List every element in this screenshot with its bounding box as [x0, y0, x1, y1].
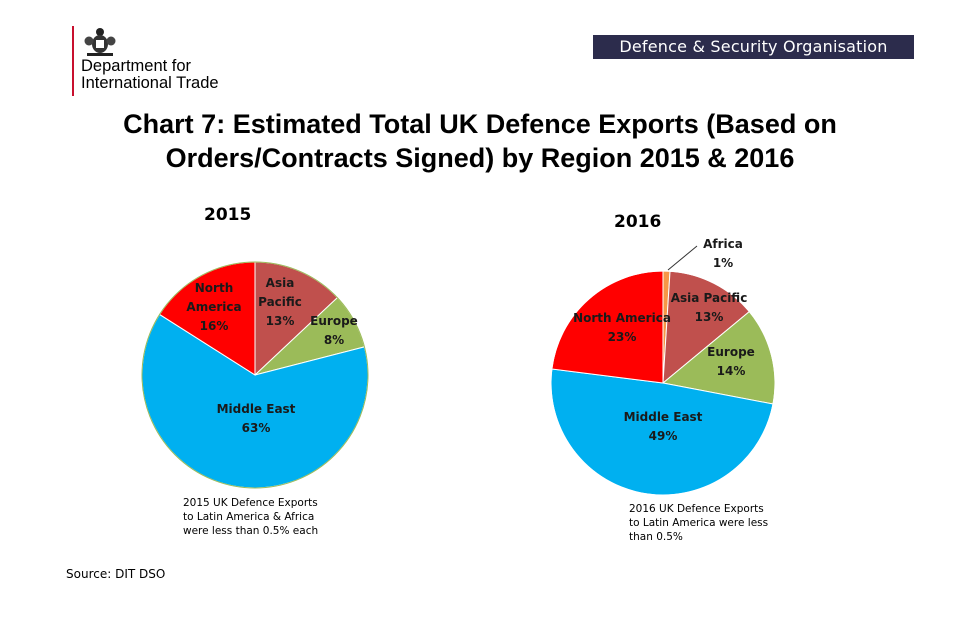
organisation-badge: Defence & Security Organisation [593, 35, 914, 59]
label-line-europe-2015-0: Europe [310, 314, 358, 328]
label-asia-pacific-2016: Asia Pacific 13% [671, 291, 748, 324]
label-line-middle-east-2016-0: Middle East [624, 410, 703, 424]
label-line-asia-pacific-2015-2: 13% [266, 314, 295, 328]
pie-outline-2016 [550, 270, 776, 496]
label-middle-east-2016: Middle East 49% [624, 410, 703, 443]
label-line-asia-pacific-2015-0: Asia [266, 276, 295, 290]
note-2016-line1: 2016 UK Defence Exports [629, 503, 764, 515]
note-2015-line3: were less than 0.5% each [183, 525, 319, 537]
label-line-africa-2016-0: Africa [703, 237, 743, 251]
label-line-north-america-2016-0: North America [573, 311, 671, 325]
note-2015-line1: 2015 UK Defence Exports [183, 497, 318, 509]
chart-title-line1: Chart 7: Estimated Total UK Defence Expo… [123, 109, 837, 139]
label-line-europe-2015-1: 8% [324, 333, 344, 347]
label-line-north-america-2016-1: 23% [608, 330, 637, 344]
label-line-north-america-2015-2: 16% [200, 319, 229, 333]
label-line-asia-pacific-2016-1: 13% [695, 310, 724, 324]
department-name-line1: Department for [81, 57, 192, 75]
label-europe-2016: Europe 14% [707, 345, 755, 378]
royal-crest-icon [84, 28, 116, 56]
label-africa-2016: Africa 1% [703, 237, 743, 270]
pie-2016: Africa 1% Asia Pacific 13% Europe 14% Middle E… [550, 237, 776, 496]
label-line-middle-east-2015-0: Middle East [217, 402, 296, 416]
chart-title: Chart 7: Estimated Total UK Defence Expo… [40, 107, 920, 175]
source-note: Source: DIT DSO [66, 567, 166, 581]
dit-logo: Department for International Trade [72, 26, 219, 96]
label-line-africa-2016-1: 1% [713, 256, 733, 270]
label-asia-pacific-2015: Asia Pacific 13% [258, 276, 302, 328]
note-2016-line2: to Latin America were less [629, 517, 769, 529]
pie-2015: Asia Pacific 13% Europe 8% Middle East 63% Nort… [141, 261, 369, 489]
department-name-line2: International Trade [81, 74, 219, 92]
pie-2016-title: 2016 [614, 212, 662, 232]
label-line-north-america-2015-1: America [186, 300, 241, 314]
label-north-america-2015: North America 16% [186, 281, 241, 333]
label-line-asia-pacific-2015-1: Pacific [258, 295, 302, 309]
label-line-middle-east-2016-1: 49% [649, 429, 678, 443]
logo-bar [72, 26, 74, 96]
note-2016-line3: than 0.5% [629, 531, 683, 543]
note-2016: 2016 UK Defence Exports to Latin America… [629, 502, 768, 544]
pie-2015-title: 2015 [204, 205, 252, 225]
note-2015: 2015 UK Defence Exports to Latin America… [183, 496, 318, 538]
label-line-europe-2016-1: 14% [717, 364, 746, 378]
label-line-middle-east-2015-1: 63% [242, 421, 271, 435]
label-north-america-2016: North America 23% [573, 311, 671, 344]
label-line-north-america-2015-0: North [195, 281, 233, 295]
note-2015-line2: to Latin America & Africa [183, 511, 315, 523]
label-middle-east-2015: Middle East 63% [217, 402, 296, 435]
slice-north-america-2016 [551, 270, 664, 384]
pie-outline-2015 [141, 261, 369, 489]
label-europe-2015: Europe 8% [310, 314, 358, 347]
label-line-europe-2016-0: Europe [707, 345, 755, 359]
label-line-asia-pacific-2016-0: Asia Pacific [671, 291, 748, 305]
africa-leader-line [667, 245, 698, 271]
chart-title-line2: Orders/Contracts Signed) by Region 2015 … [165, 143, 795, 173]
